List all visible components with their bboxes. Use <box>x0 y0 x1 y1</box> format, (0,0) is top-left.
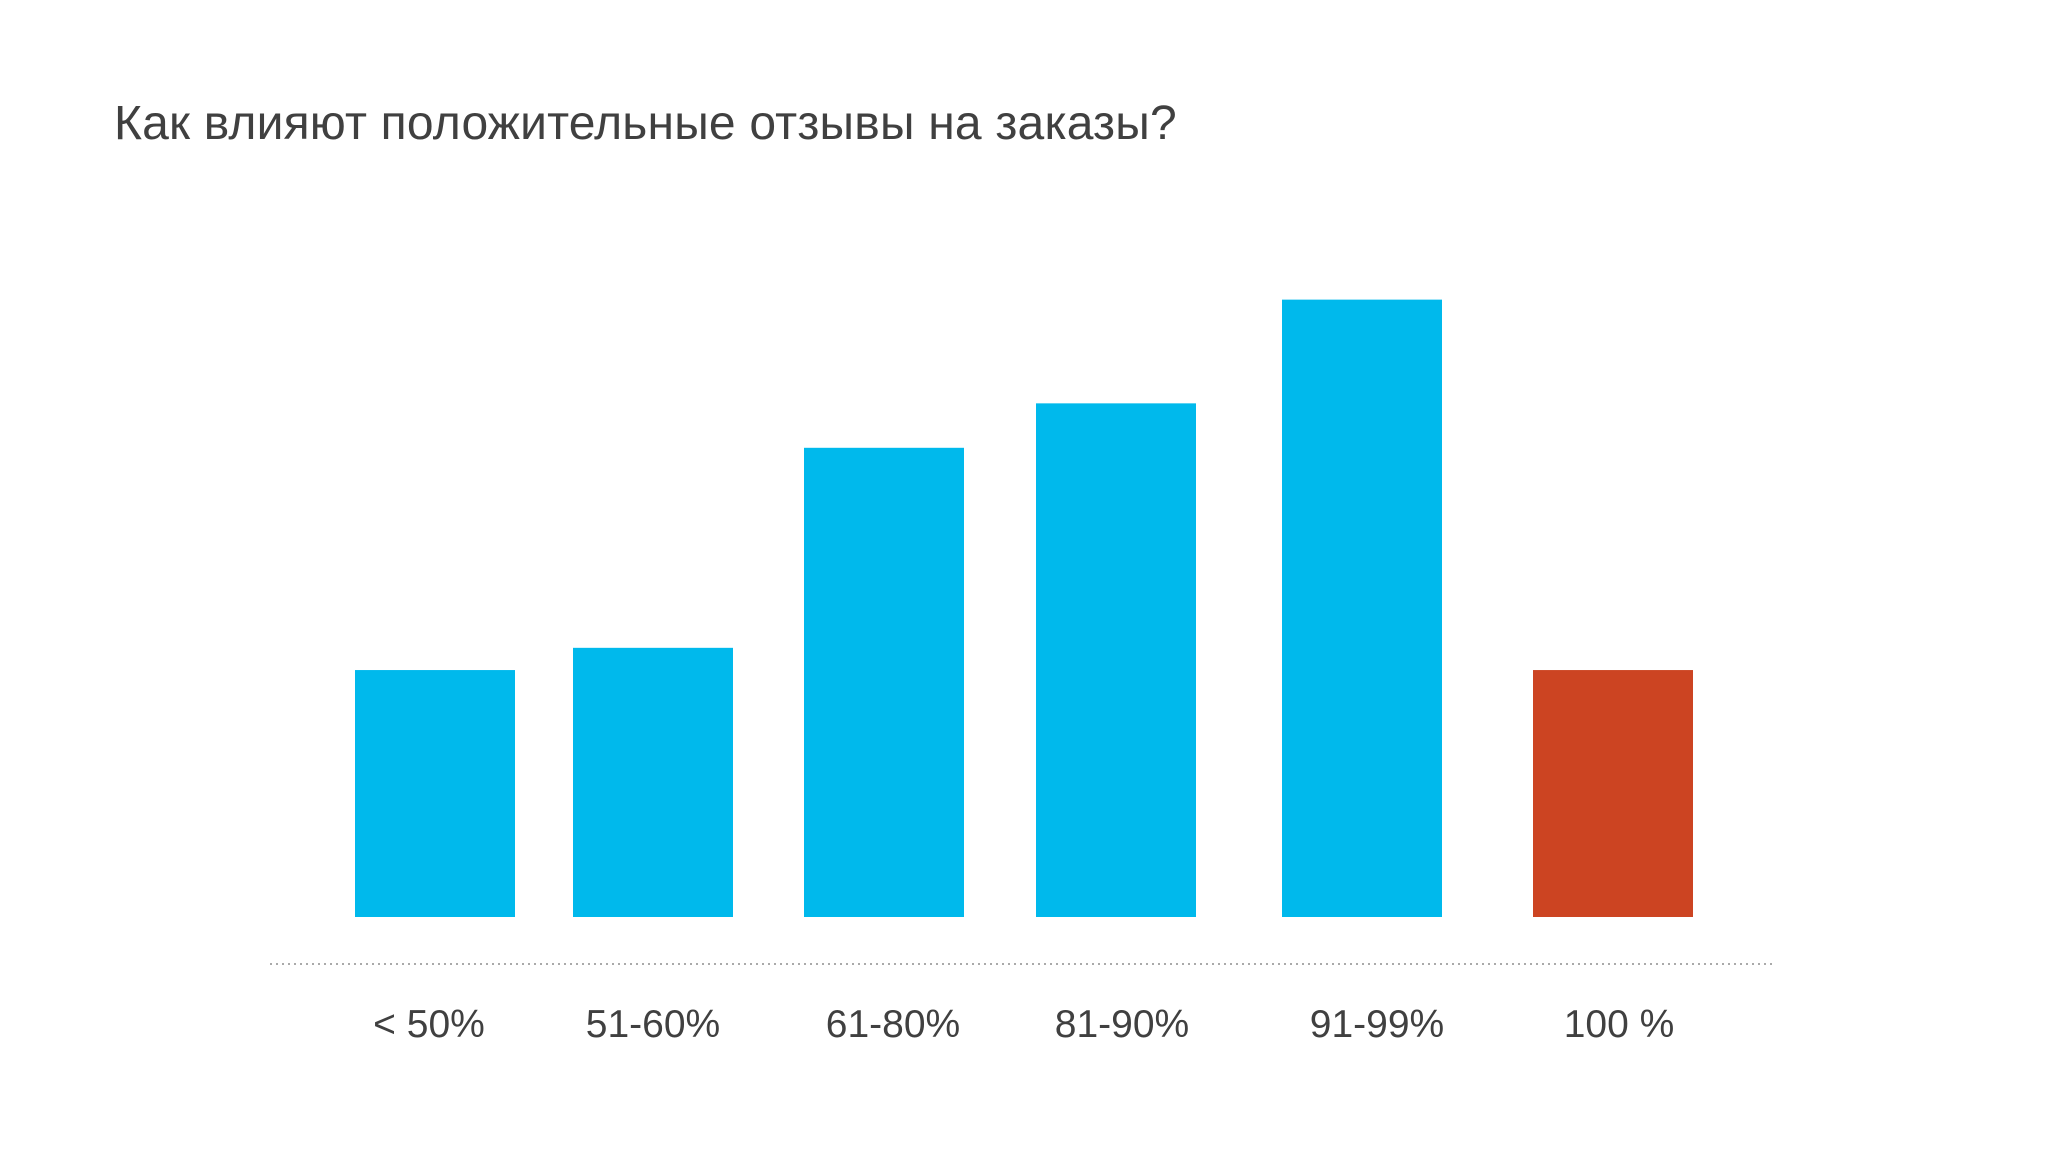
tick-label-1: 51-60% <box>586 1003 720 1046</box>
bar-4 <box>1282 299 1442 918</box>
tick-label-3: 81-90% <box>1055 1003 1189 1046</box>
tick-label-5: 100 % <box>1564 1003 1675 1046</box>
tick-label-0: < 50% <box>373 1003 485 1046</box>
bar-5 <box>1533 670 1693 917</box>
bar-0 <box>355 670 515 917</box>
bar-3 <box>1036 403 1196 917</box>
bar-2 <box>804 447 964 917</box>
chart-title: Как влияют положительные отзывы на заказ… <box>114 97 1177 150</box>
tick-label-4: 91-99% <box>1310 1003 1444 1046</box>
tick-labels-group: < 50% 51-60% 61-80% 81-90% 91-99% 100 % <box>373 1003 1674 1046</box>
bar-1 <box>573 647 733 917</box>
bars-group <box>355 299 1693 918</box>
tick-label-2: 61-80% <box>826 1003 960 1046</box>
